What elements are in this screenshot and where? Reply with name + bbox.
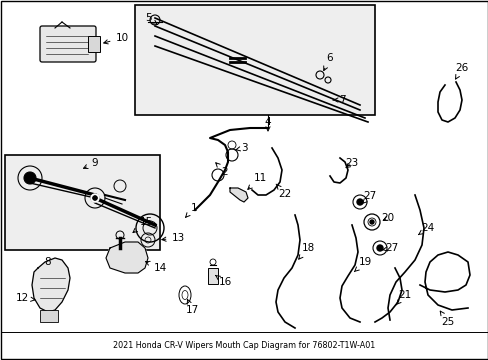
Circle shape (91, 194, 99, 202)
Polygon shape (32, 258, 70, 312)
Text: 27: 27 (382, 243, 398, 253)
Text: 14: 14 (145, 261, 166, 273)
Text: 7: 7 (332, 95, 345, 105)
Text: 4: 4 (264, 117, 271, 131)
Circle shape (27, 175, 33, 181)
Ellipse shape (182, 291, 187, 300)
Text: 11: 11 (247, 173, 266, 189)
Bar (5, 155, 160, 250)
Text: 25: 25 (439, 311, 454, 327)
Text: 26: 26 (454, 63, 468, 79)
Text: 1: 1 (185, 203, 197, 217)
Bar (207, 268, 218, 284)
Text: 3: 3 (235, 143, 247, 153)
Circle shape (24, 172, 36, 184)
Circle shape (356, 199, 362, 205)
Polygon shape (106, 242, 148, 273)
Text: 9: 9 (83, 158, 98, 168)
Text: 8: 8 (44, 257, 51, 267)
Text: 5: 5 (144, 13, 157, 24)
Text: 12: 12 (15, 293, 35, 303)
Circle shape (369, 220, 373, 224)
Ellipse shape (179, 286, 191, 304)
Text: 13: 13 (162, 233, 184, 243)
Polygon shape (229, 188, 247, 202)
Text: 27: 27 (362, 191, 376, 204)
Text: 22: 22 (276, 184, 291, 199)
Text: 19: 19 (354, 257, 371, 272)
Text: 21: 21 (395, 290, 411, 305)
Text: 16: 16 (215, 275, 231, 287)
Text: 10: 10 (103, 33, 128, 44)
Text: 2021 Honda CR-V Wipers Mouth Cap Diagram for 76802-T1W-A01: 2021 Honda CR-V Wipers Mouth Cap Diagram… (113, 342, 375, 351)
Circle shape (93, 196, 97, 200)
Text: 20: 20 (381, 213, 394, 223)
Text: 24: 24 (418, 223, 434, 235)
Bar (88, 36, 100, 52)
Text: 18: 18 (298, 243, 314, 259)
Text: 6: 6 (323, 53, 333, 71)
Bar (40, 310, 58, 322)
Text: 23: 23 (345, 158, 358, 168)
Bar (135, 5, 374, 115)
FancyBboxPatch shape (40, 26, 96, 62)
Text: 17: 17 (185, 300, 198, 315)
Circle shape (376, 245, 382, 251)
Text: 15: 15 (133, 217, 152, 233)
Text: 2: 2 (215, 163, 228, 177)
